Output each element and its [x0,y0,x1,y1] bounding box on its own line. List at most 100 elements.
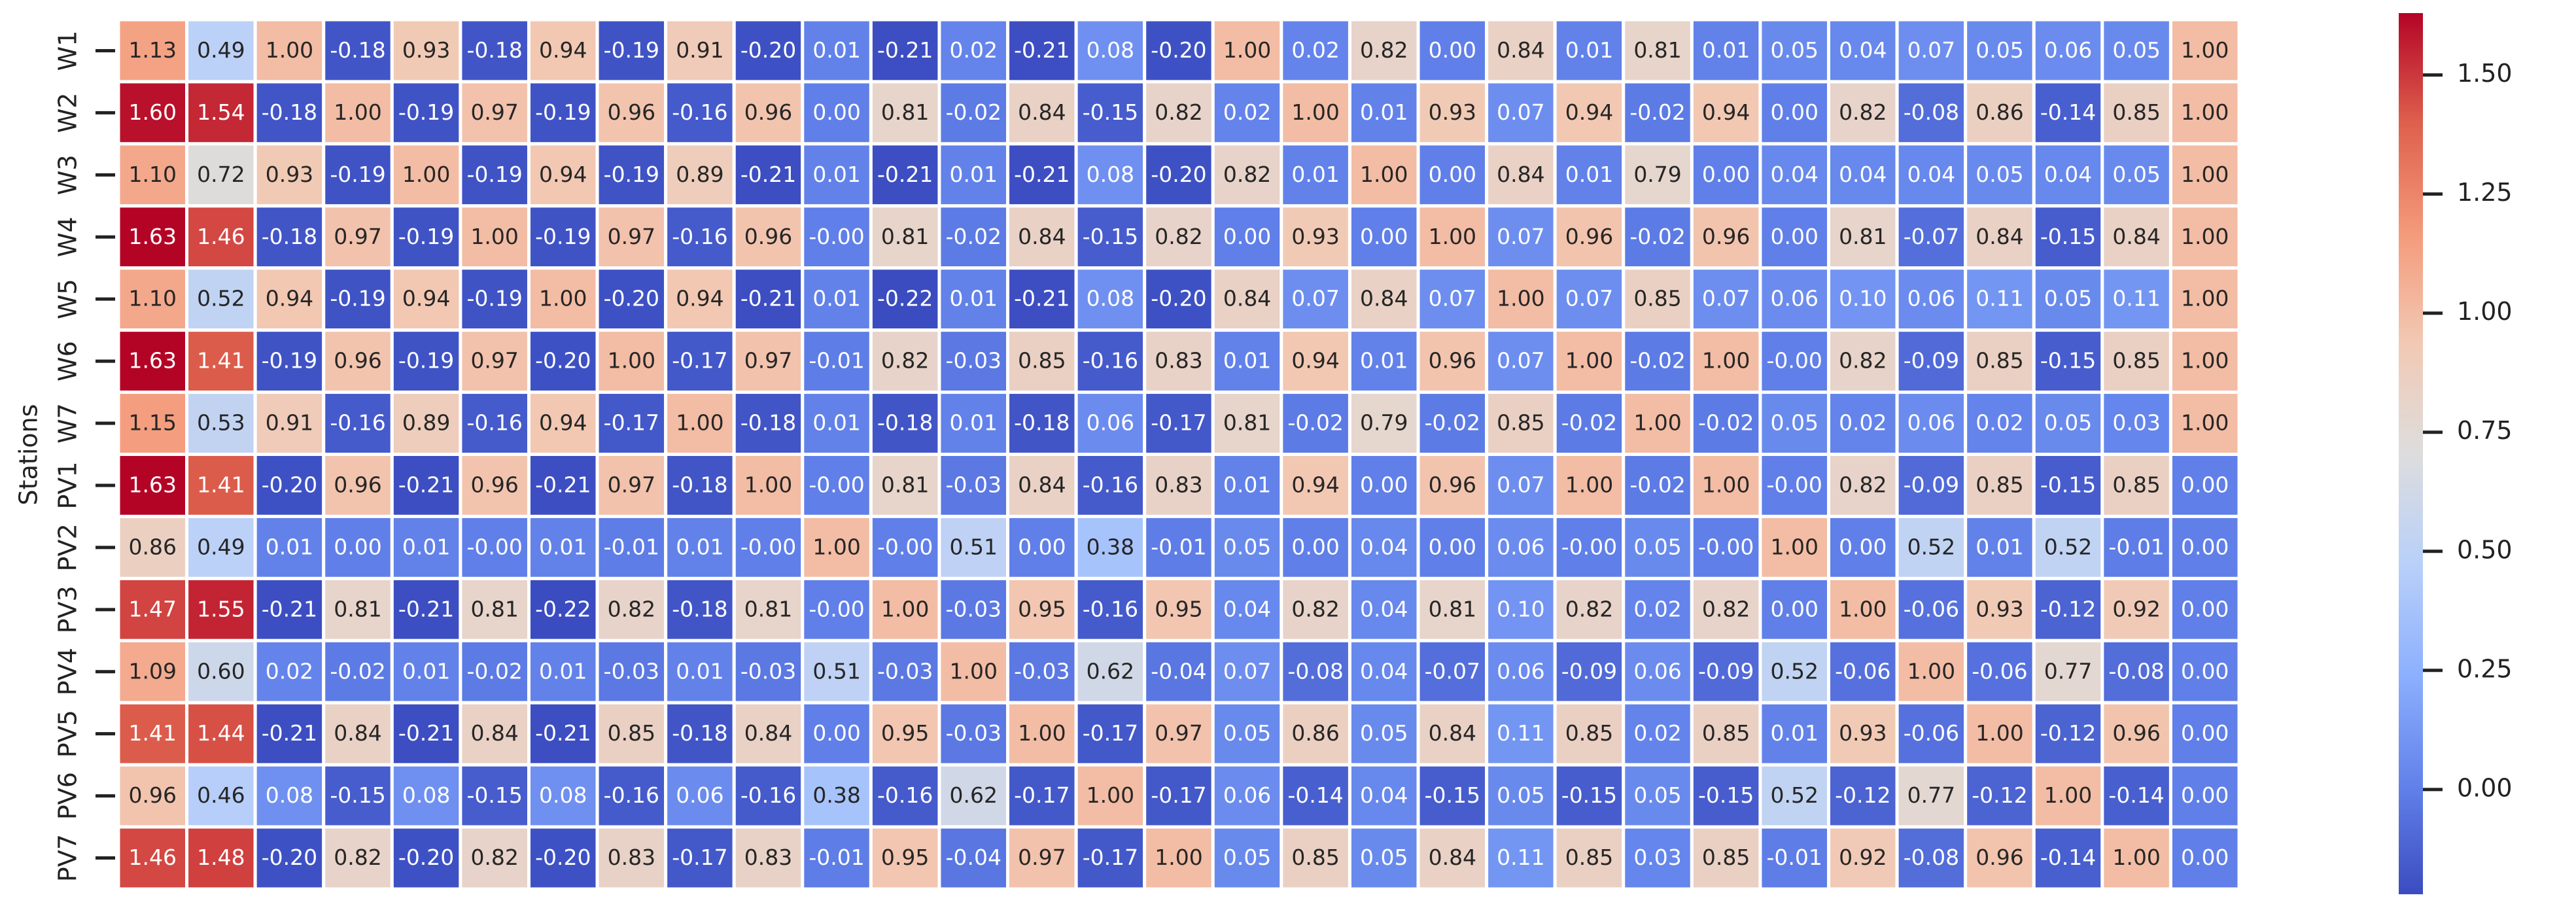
cell [595,825,668,891]
cell [937,80,1010,146]
cell-label: 0.11 [1497,720,1544,746]
cell-label: 0.84 [470,720,518,746]
cell-label: 0.08 [1087,37,1134,63]
cell-label: -0.15 [2040,348,2096,374]
cell [1690,453,1762,518]
cell [459,453,531,518]
cell-label: 0.85 [1018,348,1066,374]
cell [1211,576,1283,642]
cell-label: 0.94 [539,162,587,187]
cell-label: -0.14 [2040,99,2096,125]
cell-label: 0.01 [1223,472,1271,497]
cell-label: 0.01 [1291,162,1339,187]
cell [2100,80,2172,146]
cell-label: 0.86 [129,534,177,559]
cell-label: -0.20 [1151,37,1206,63]
cell [116,328,189,394]
cell-label: 1.00 [1702,472,1750,497]
cell [1279,514,1351,580]
cell [1827,514,1899,580]
cell-label: 0.95 [1155,596,1202,621]
cell-label: 0.00 [1770,596,1818,621]
cell-label: 0.94 [1291,472,1339,497]
cell-label: 0.07 [1429,286,1476,311]
cell-label: -0.18 [1014,410,1070,436]
cell-label: 0.04 [1839,162,1887,187]
cell [2032,80,2104,146]
cell-label: -0.20 [535,348,591,374]
cell-label: 0.62 [950,782,998,808]
cell-label: -0.01 [809,348,864,374]
cell-label: -0.19 [398,99,454,125]
cell [390,638,462,705]
cell [1690,576,1762,642]
cell-label: -0.15 [330,782,385,808]
cell-label: 1.55 [197,596,245,621]
cell [459,825,531,891]
cell-label: 0.84 [1018,472,1066,497]
cell [185,825,257,891]
cell-label: 0.08 [402,782,450,808]
cell-label: 0.85 [1702,720,1750,746]
y-tick-label: PV3 [54,585,82,633]
cell-label: -0.16 [1083,472,1138,497]
cell-label: -0.17 [1151,782,1206,808]
cell-label: 0.07 [1497,224,1544,249]
cell-label: 0.52 [1907,534,1955,559]
cell [664,701,736,767]
cell-label: 1.10 [129,286,177,311]
cell-label: 0.82 [470,845,518,870]
cell-label: -0.00 [1767,472,1822,497]
cell-label: 1.00 [266,37,313,63]
cell-label: 0.08 [1087,286,1134,311]
cell-label: -0.18 [672,596,727,621]
cell-label: 1.00 [2112,845,2160,870]
cell [2100,142,2172,208]
cell-label: 0.84 [1976,224,2023,249]
cell-label: 0.04 [1360,596,1408,621]
cell-label: -0.09 [1561,658,1617,684]
cell-label: 0.01 [812,286,860,311]
cell-label: 0.06 [1223,782,1271,808]
cell-label: 1.00 [744,472,792,497]
cell [2100,204,2172,270]
cell-label: 0.07 [1565,286,1613,311]
cell-label: 1.00 [334,99,381,125]
cell [664,825,736,891]
cell-label: -0.01 [1767,845,1822,870]
cell [1758,638,1831,705]
cell-label: 0.03 [2112,410,2160,436]
cell-label: -0.02 [466,658,522,684]
cell [322,825,394,891]
cell [1416,638,1489,705]
cell [459,763,531,829]
cell-label: -0.21 [740,162,796,187]
cell-label: 0.05 [2112,37,2160,63]
cell-label: 0.82 [608,596,655,621]
cell-label: 0.96 [1565,224,1613,249]
cell-label: 0.82 [1223,162,1271,187]
cell-label: -0.00 [809,596,864,621]
cell-label: -0.00 [740,534,796,559]
cell-label: 0.83 [744,845,792,870]
cell [1074,18,1147,84]
cell-label: 0.05 [1770,37,1818,63]
cell-label: -0.02 [1629,224,1685,249]
cell-label: 0.07 [1497,99,1544,125]
cell-label: 0.01 [266,534,313,559]
cell [185,142,257,208]
cell [2032,638,2104,705]
cell [1211,825,1283,891]
cell-label: 1.00 [1018,720,1066,746]
cell [459,701,531,767]
cell [2032,266,2104,332]
cell-label: 0.01 [1360,348,1408,374]
cell-label: 0.79 [1360,410,1408,436]
cell-label: -0.03 [1014,658,1070,684]
cell [1758,825,1831,891]
cell [1416,266,1489,332]
cell-label: 0.06 [1497,534,1544,559]
cell [1143,514,1215,580]
cell-label: 1.41 [129,720,177,746]
cell-label: 0.00 [1291,534,1339,559]
